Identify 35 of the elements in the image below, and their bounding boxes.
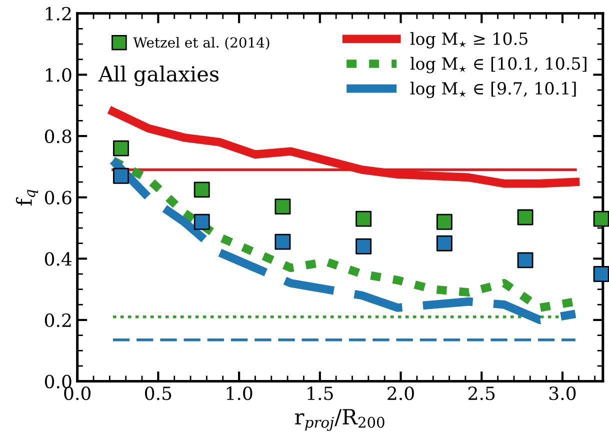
point	[274, 198, 291, 215]
legend-label: log M$_{⋆}$ ≥ 10.5	[410, 32, 528, 48]
point	[113, 140, 129, 156]
x-tick-label: 3.0	[550, 386, 576, 400]
point	[517, 209, 534, 226]
y-tick-label: 0.0	[44, 374, 72, 388]
x-tick-label: 2.0	[388, 386, 414, 400]
x-tick-label: 0.0	[64, 386, 90, 400]
y-tick-label: 0.2	[44, 313, 71, 328]
y-tick-label: 0.8	[44, 129, 72, 144]
y-tick-label: 0.6	[44, 190, 72, 204]
x-axis-title: r$_{proj}$/R$_{200}$	[295, 409, 384, 431]
point	[356, 238, 372, 254]
legend-label: log M$_{⋆}$ ∈ [9.7, 10.1]	[410, 82, 576, 98]
x-tick-label: 0.5	[145, 386, 172, 400]
point	[194, 182, 210, 198]
y-axis-title: f$_{q}$	[16, 190, 38, 206]
point	[194, 214, 210, 230]
point	[436, 214, 452, 230]
point	[356, 210, 372, 227]
point	[593, 266, 609, 282]
point	[274, 234, 291, 250]
annotation: All galaxies	[98, 66, 219, 86]
x-tick-label: 2.5	[468, 386, 495, 400]
point	[436, 235, 452, 252]
y-tick-label: 0.4	[44, 252, 72, 266]
y-tick-label: 1.2	[46, 6, 71, 21]
legend-label: Wetzel et al. (2014)	[133, 36, 270, 50]
point	[517, 252, 534, 268]
y-tick-label: 1.0	[46, 68, 72, 82]
x-tick-label: 1.0	[226, 386, 252, 400]
legend-label: log M$_{⋆}$ ∈ [10.1, 10.5]	[410, 56, 586, 74]
x-tick-label: 1.5	[308, 386, 333, 400]
point	[593, 210, 609, 227]
point	[113, 168, 129, 184]
